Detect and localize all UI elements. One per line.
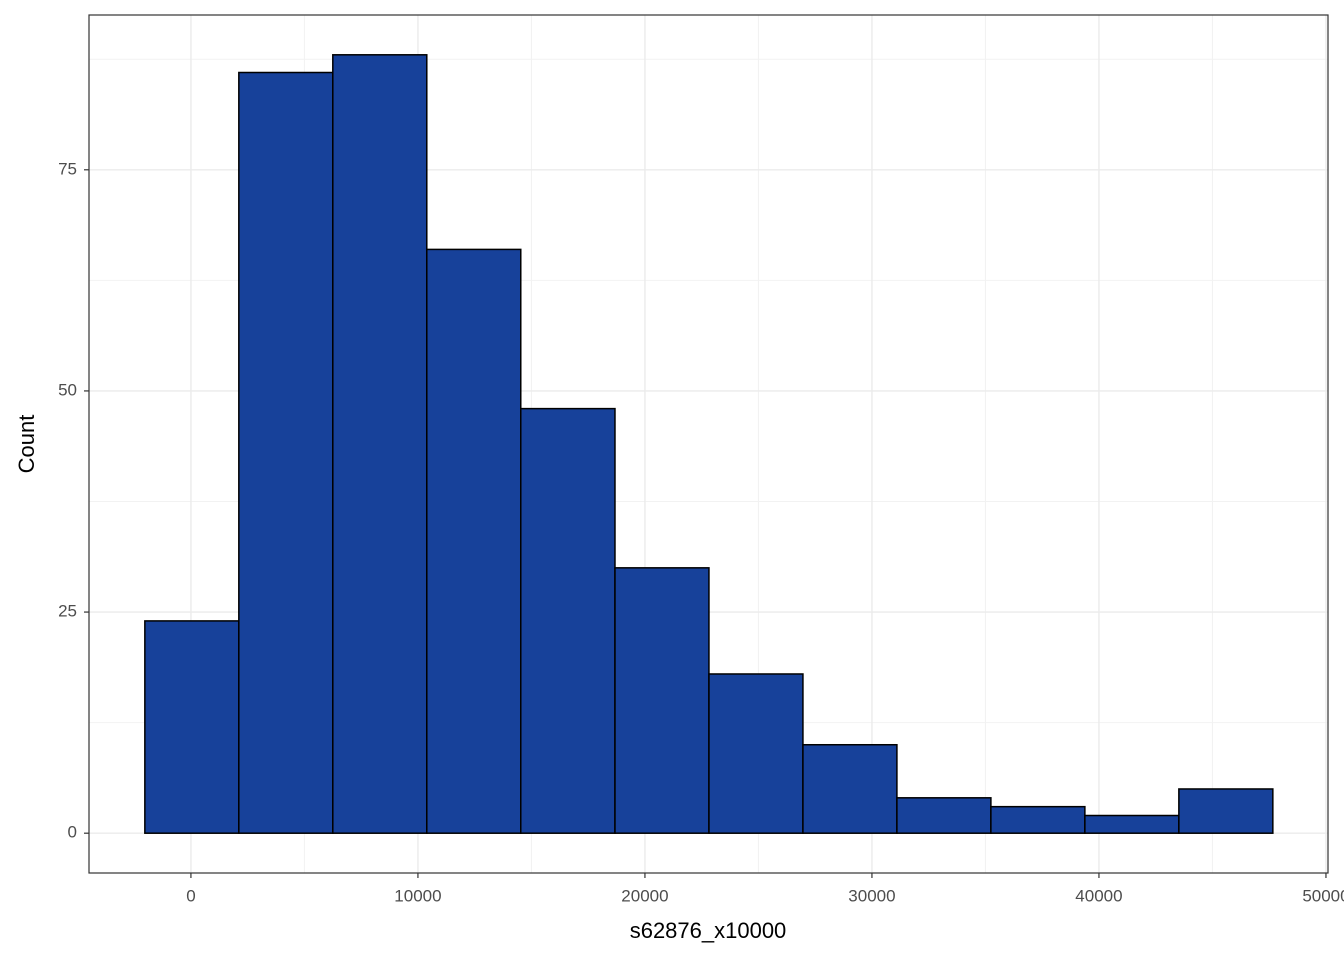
y-tick-label: 0	[68, 823, 77, 842]
x-tick-label: 0	[186, 886, 195, 905]
y-tick-label: 25	[58, 602, 77, 621]
y-tick-label: 50	[58, 380, 77, 399]
bar	[802, 743, 898, 834]
x-axis-title: s62876_x10000	[630, 918, 787, 943]
bar	[1178, 788, 1274, 834]
x-tick-label: 50000	[1302, 886, 1344, 905]
bar	[332, 54, 428, 834]
bar	[238, 71, 334, 834]
bar	[614, 567, 710, 834]
x-tick-label: 40000	[1075, 886, 1122, 905]
plot-border	[88, 14, 1329, 874]
bar	[426, 248, 522, 834]
x-tick-label: 30000	[848, 886, 895, 905]
bar	[708, 673, 804, 834]
x-tick-label: 20000	[621, 886, 668, 905]
x-tick-label: 10000	[394, 886, 441, 905]
bar	[144, 620, 240, 834]
bar	[1084, 814, 1180, 834]
bar	[990, 805, 1086, 834]
y-tick-label: 75	[58, 159, 77, 178]
bar	[520, 407, 616, 834]
y-axis-title: Count	[14, 415, 39, 474]
bar	[896, 797, 992, 834]
